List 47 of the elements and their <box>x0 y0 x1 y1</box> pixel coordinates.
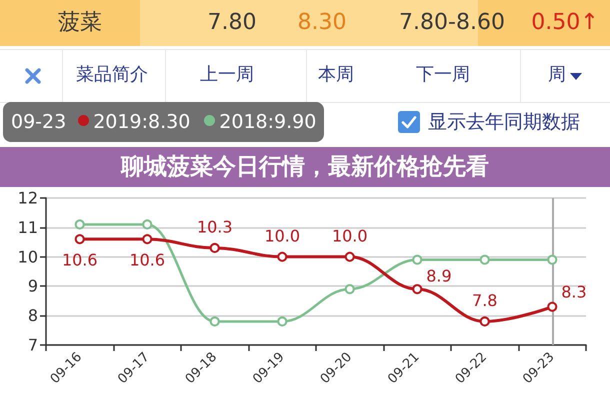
point <box>480 254 490 265</box>
text: 上一周 <box>200 63 254 87</box>
point <box>210 316 220 326</box>
text: :9.90 <box>268 111 316 133</box>
chart-title: 聊城菠菜今日行情，最新价格抢先看 <box>0 147 610 187</box>
point <box>547 254 558 265</box>
text: 下一周 <box>416 63 470 87</box>
y-tick-label: 8 <box>28 306 38 326</box>
point <box>74 219 85 230</box>
text: 0.50↑ <box>531 9 599 37</box>
y-tick-label: 12 <box>18 188 38 208</box>
text: 菜品简介 <box>76 63 148 87</box>
text: 7.80 <box>208 9 256 37</box>
data-label: 10.0 <box>264 226 300 246</box>
data-label: 10.6 <box>129 250 166 270</box>
point <box>412 284 422 294</box>
point <box>210 242 220 253</box>
point <box>412 254 422 265</box>
y-tick-label: 7 <box>28 336 38 354</box>
data-label: 10.0 <box>332 226 368 246</box>
point <box>547 302 558 312</box>
y-tick-label: 10 <box>18 247 38 266</box>
point <box>142 219 152 230</box>
text: 显示去年同期数据 <box>428 110 580 134</box>
text: 本周 <box>318 63 354 87</box>
data-label: 8.3 <box>561 282 587 302</box>
text: 09-23 <box>11 111 66 133</box>
point <box>74 234 85 244</box>
point <box>142 234 152 244</box>
point <box>344 284 355 294</box>
legend-label: 2019 <box>93 111 142 133</box>
text: 周 <box>548 63 566 87</box>
point <box>480 316 490 326</box>
data-label: 10.3 <box>196 217 233 236</box>
text: :8.30 <box>142 111 190 133</box>
text: 7.80-8.60 <box>399 9 505 37</box>
data-label: 10.6 <box>62 250 98 270</box>
legend-label: 2018 <box>219 111 268 133</box>
point <box>277 316 288 326</box>
point <box>344 252 355 262</box>
text: 菠菜 <box>58 9 102 37</box>
data-label: 8.9 <box>426 266 452 286</box>
text: 8.30 <box>298 9 346 37</box>
y-tick-label: 11 <box>18 218 38 237</box>
point <box>277 252 288 262</box>
data-label: 7.8 <box>472 290 498 310</box>
y-tick-label: 9 <box>28 276 38 296</box>
